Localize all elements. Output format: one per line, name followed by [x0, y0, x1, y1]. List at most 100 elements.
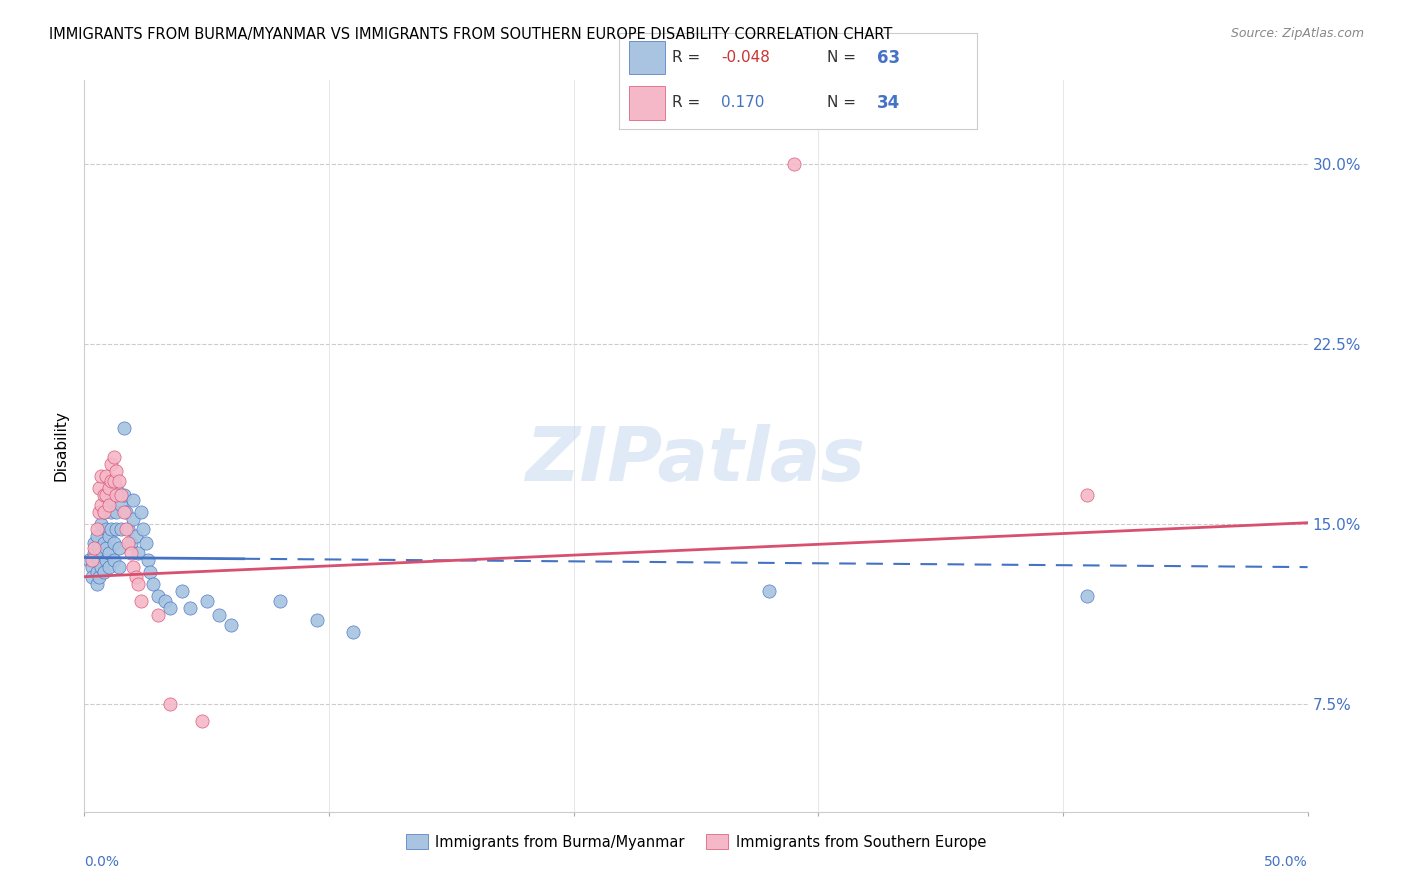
Point: [112, 421, 135, 435]
Point: [120, 546, 142, 560]
Point: [107, 541, 129, 555]
Point: [87, 481, 110, 495]
Point: [100, 522, 122, 536]
Point: [136, 553, 159, 567]
Point: [105, 481, 128, 495]
Point: [90, 546, 112, 560]
Point: [129, 505, 152, 519]
Point: [90, 498, 112, 512]
Point: [83, 536, 105, 550]
Point: [93, 505, 115, 519]
Point: [139, 565, 162, 579]
Point: [122, 492, 145, 507]
Point: [90, 469, 112, 483]
Point: [86, 565, 108, 579]
Point: [191, 714, 214, 728]
Text: R =: R =: [672, 95, 710, 111]
Point: [103, 450, 125, 464]
Point: [135, 536, 157, 550]
Point: [97, 529, 120, 543]
Text: N =: N =: [827, 50, 860, 65]
Point: [87, 541, 110, 555]
Point: [159, 600, 181, 615]
Text: N =: N =: [827, 95, 860, 111]
Point: [115, 522, 138, 536]
Point: [120, 536, 142, 550]
Point: [77, 553, 100, 567]
Point: [783, 157, 806, 171]
Y-axis label: Disability: Disability: [53, 410, 69, 482]
Point: [342, 624, 364, 639]
Point: [125, 570, 148, 584]
Point: [208, 608, 231, 623]
Point: [105, 488, 128, 502]
Point: [90, 560, 112, 574]
Point: [103, 474, 125, 488]
Point: [97, 560, 120, 574]
Text: 63: 63: [877, 48, 900, 67]
Point: [96, 553, 118, 567]
Point: [80, 560, 103, 574]
Text: R =: R =: [672, 50, 706, 65]
Point: [153, 593, 176, 607]
Point: [132, 522, 155, 536]
Point: [172, 584, 194, 599]
Bar: [630, 41, 665, 74]
Point: [83, 546, 105, 560]
Point: [146, 608, 169, 623]
Point: [105, 505, 128, 519]
Point: [269, 593, 291, 607]
Point: [100, 457, 122, 471]
Point: [107, 560, 129, 574]
Point: [146, 589, 169, 603]
Point: [110, 522, 132, 536]
Point: [110, 498, 132, 512]
Point: [127, 577, 149, 591]
Text: Source: ZipAtlas.com: Source: ZipAtlas.com: [1230, 27, 1364, 40]
Point: [96, 488, 118, 502]
Text: 0.170: 0.170: [721, 95, 765, 111]
Point: [96, 522, 118, 536]
Point: [97, 492, 120, 507]
Point: [117, 536, 139, 550]
Point: [105, 522, 128, 536]
Point: [159, 697, 181, 711]
Point: [103, 536, 125, 550]
Text: 34: 34: [877, 94, 900, 112]
Point: [97, 498, 120, 512]
Point: [87, 505, 110, 519]
Text: ZIPatlas: ZIPatlas: [526, 424, 866, 497]
Point: [115, 505, 138, 519]
Point: [97, 481, 120, 495]
Point: [103, 553, 125, 567]
Legend: Immigrants from Burma/Myanmar, Immigrants from Southern Europe: Immigrants from Burma/Myanmar, Immigrant…: [401, 829, 991, 855]
Point: [758, 584, 780, 599]
Point: [219, 617, 242, 632]
Point: [87, 570, 110, 584]
Bar: [630, 86, 665, 120]
Point: [80, 553, 103, 567]
Point: [1076, 589, 1098, 603]
Point: [83, 541, 105, 555]
Point: [93, 565, 115, 579]
Text: 0.0%: 0.0%: [84, 855, 120, 869]
Point: [179, 600, 201, 615]
Point: [86, 577, 108, 591]
Point: [96, 541, 118, 555]
Point: [129, 593, 152, 607]
Point: [107, 474, 129, 488]
Point: [90, 516, 112, 531]
Point: [195, 593, 218, 607]
Point: [112, 505, 135, 519]
Point: [96, 469, 118, 483]
Text: 50.0%: 50.0%: [1264, 855, 1308, 869]
Point: [80, 570, 103, 584]
Point: [100, 505, 122, 519]
Point: [100, 474, 122, 488]
Point: [127, 546, 149, 560]
Point: [125, 529, 148, 543]
Point: [1076, 488, 1098, 502]
Point: [112, 488, 135, 502]
Point: [305, 613, 328, 627]
Point: [122, 560, 145, 574]
